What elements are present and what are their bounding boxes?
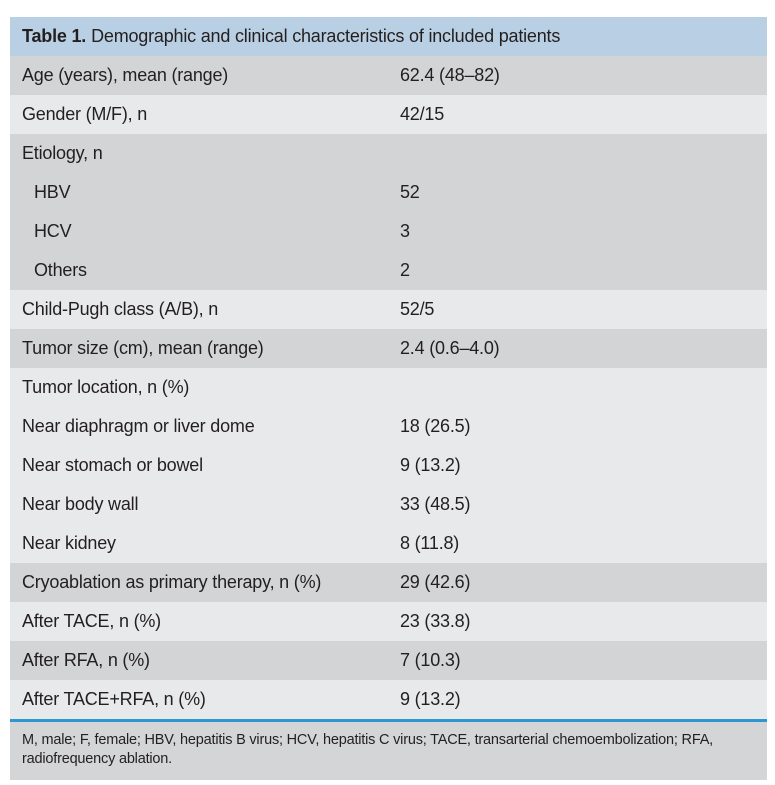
- row-label: Child-Pugh class (A/B), n: [22, 299, 219, 319]
- table-row: Tumor size (cm), mean (range) 2.4 (0.6–4.…: [10, 329, 767, 368]
- table-row: Near stomach or bowel 9 (13.2): [10, 446, 767, 485]
- table-caption-title: Demographic and clinical characteristics…: [91, 26, 561, 46]
- table-row: Gender (M/F), n 42/15: [10, 95, 767, 134]
- row-label: HCV: [34, 221, 72, 241]
- row-label: Gender (M/F), n: [22, 104, 148, 124]
- table-caption: Table 1. Demographic and clinical charac…: [10, 17, 767, 56]
- row-value: 18 (26.5): [400, 416, 471, 436]
- row-value: 3: [400, 221, 410, 241]
- table-row: Cryoablation as primary therapy, n (%) 29…: [10, 563, 767, 602]
- row-value: 62.4 (48–82): [400, 65, 500, 85]
- table-row: Near kidney 8 (11.8): [10, 524, 767, 563]
- row-label: Age (years), mean (range): [22, 65, 229, 85]
- row-label: After TACE+RFA, n (%): [22, 689, 206, 709]
- table-row: Etiology, n: [10, 134, 767, 173]
- row-label: Near diaphragm or liver dome: [22, 416, 255, 436]
- row-value: 52/5: [400, 299, 435, 319]
- table-row: After RFA, n (%) 7 (10.3): [10, 641, 767, 680]
- table-row: Child-Pugh class (A/B), n 52/5: [10, 290, 767, 329]
- row-value: 2.4 (0.6–4.0): [400, 338, 500, 358]
- row-value: 29 (42.6): [400, 572, 471, 592]
- table-caption-number: Table 1.: [22, 26, 87, 46]
- row-label: Near kidney: [22, 533, 116, 553]
- row-label: Tumor size (cm), mean (range): [22, 338, 264, 358]
- row-value: 8 (11.8): [400, 533, 460, 553]
- row-value: 42/15: [400, 104, 445, 124]
- table-row: Near diaphragm or liver dome 18 (26.5): [10, 407, 767, 446]
- row-label: Etiology, n: [22, 143, 103, 163]
- table-row: Others 2: [10, 251, 767, 290]
- row-label: Cryoablation as primary therapy, n (%): [22, 572, 322, 592]
- row-value: 52: [400, 182, 420, 202]
- table-footnote: M, male; F, female; HBV, hepatitis B vir…: [10, 722, 767, 780]
- row-value: 2: [400, 260, 410, 280]
- table-row: HCV 3: [10, 212, 767, 251]
- table-row: Tumor location, n (%): [10, 368, 767, 407]
- table-row: HBV 52: [10, 173, 767, 212]
- table-1: Table 1. Demographic and clinical charac…: [10, 17, 767, 780]
- row-value: 9 (13.2): [400, 689, 461, 709]
- row-value: 7 (10.3): [400, 650, 461, 670]
- row-label: Tumor location, n (%): [22, 377, 190, 397]
- row-label: Near stomach or bowel: [22, 455, 203, 475]
- row-value: 23 (33.8): [400, 611, 471, 631]
- row-value: 9 (13.2): [400, 455, 461, 475]
- table-body: Age (years), mean (range) 62.4 (48–82) Gen…: [10, 56, 767, 719]
- row-value: 33 (48.5): [400, 494, 471, 514]
- row-label: HBV: [34, 182, 71, 202]
- row-label: After RFA, n (%): [22, 650, 150, 670]
- row-label: Near body wall: [22, 494, 139, 514]
- footnote-divider: [10, 719, 767, 722]
- table-row: After TACE+RFA, n (%) 9 (13.2): [10, 680, 767, 719]
- table-row: Age (years), mean (range) 62.4 (48–82): [10, 56, 767, 95]
- row-label: Others: [34, 260, 87, 280]
- row-label: After TACE, n (%): [22, 611, 161, 631]
- table-row: After TACE, n (%) 23 (33.8): [10, 602, 767, 641]
- table-row: Near body wall 33 (48.5): [10, 485, 767, 524]
